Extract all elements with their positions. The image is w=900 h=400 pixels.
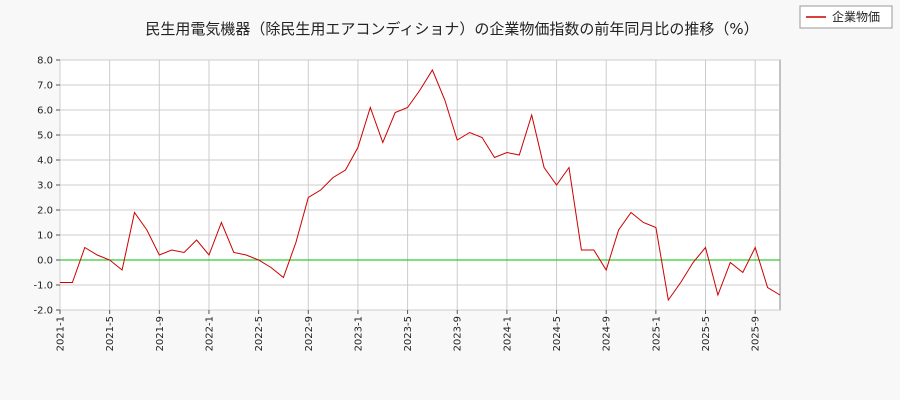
y-tick-label: 0.0 [37, 256, 53, 267]
legend-label: 企業物価 [832, 9, 880, 24]
x-tick-label: 2023-9 [453, 316, 464, 351]
y-tick-label: 8.0 [37, 56, 53, 67]
x-tick-label: 2021-9 [155, 316, 166, 351]
legend: 企業物価 [799, 5, 893, 29]
y-tick-label: -2.0 [33, 306, 53, 317]
x-tick-label: 2023-1 [353, 316, 364, 351]
x-tick-label: 2025-9 [751, 316, 762, 351]
x-tick-label: 2022-9 [304, 316, 315, 351]
y-tick-label: -1.0 [33, 281, 53, 292]
y-tick-label: 1.0 [37, 231, 53, 242]
x-tick-label: 2022-1 [204, 316, 215, 351]
x-tick-label: 2025-1 [651, 316, 662, 351]
y-axis: 8.0 7.0 6.0 5.0 4.0 3.0 2.0 1.0 0.0 -1.0 -2.0 [33, 56, 60, 317]
x-tick-label: 2024-1 [502, 316, 513, 351]
series-line [60, 68, 781, 302]
x-tick-label: 2024-5 [552, 316, 563, 351]
legend-box [799, 5, 893, 29]
x-tick-label: 2024-9 [602, 316, 613, 351]
series-group [60, 68, 781, 302]
x-axis: 2021-1 2021-5 2021-9 2022-1 2022-5 2022-9 2023… [56, 310, 762, 351]
y-tick-label: 7.0 [37, 81, 53, 92]
x-tick-label: 2021-5 [105, 316, 116, 351]
y-tick-label: 2.0 [37, 206, 53, 217]
x-tick-label: 2023-5 [403, 316, 414, 351]
x-tick-label: 2021-1 [56, 316, 67, 351]
x-tick-label: 2025-5 [701, 316, 712, 351]
chart-title: 民生用電気機器（除民生用エアコンディショナ）の企業物価指数の前年同月比の推移（%… [145, 20, 758, 38]
x-tick-label: 2022-5 [254, 316, 265, 351]
y-tick-label: 6.0 [37, 106, 53, 117]
y-tick-label: 5.0 [37, 131, 53, 142]
y-tick-label: 4.0 [37, 156, 53, 167]
y-tick-label: 3.0 [37, 181, 53, 192]
